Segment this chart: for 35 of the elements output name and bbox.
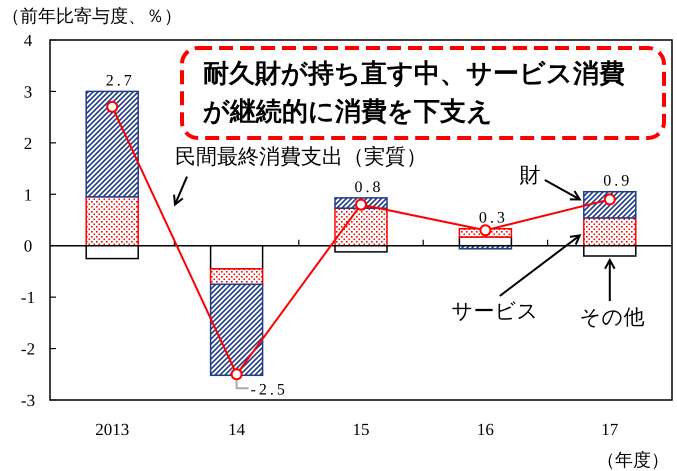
x-tick-label: 2013	[95, 420, 130, 439]
bar	[210, 268, 264, 286]
annotation: 耐久財が持ち直す中、サービス消費が継続的に消費を下支え	[203, 58, 626, 129]
bar	[85, 90, 139, 198]
point	[355, 198, 367, 211]
x-axis-title: （年度）	[597, 450, 669, 470]
legend-label: その他	[579, 305, 644, 329]
point	[604, 193, 616, 206]
text: サービス	[451, 299, 538, 323]
x-tick-label: 16	[476, 420, 494, 439]
data-label: -2.5	[250, 381, 288, 398]
x-tick-label: 14	[228, 420, 246, 439]
point	[230, 368, 243, 380]
bar	[583, 217, 637, 246]
point	[479, 224, 492, 236]
data-label: 0.3	[478, 210, 508, 227]
y-tick-label: -1	[20, 288, 36, 308]
y-tick-label: 3	[24, 82, 32, 102]
y-tick-label: 4	[24, 31, 33, 50]
bar	[210, 284, 264, 376]
y-tick-label: -3	[20, 391, 36, 410]
series-label: 民間最終消費支出（実質）	[175, 144, 427, 168]
y-tick-label: -2	[20, 340, 36, 359]
y-tick-label: 2	[24, 134, 32, 153]
data-label: 0.8	[354, 178, 384, 196]
bar	[85, 196, 139, 246]
point	[106, 100, 118, 113]
data-label: 0.9	[603, 172, 632, 190]
y-axis-title: （前年比寄与度、％）	[2, 6, 182, 26]
y-tick-label: 1	[24, 185, 32, 204]
x-tick-label: 15	[352, 420, 370, 439]
data-label: 2.7	[106, 72, 135, 90]
y-tick-label: 0	[24, 236, 32, 256]
x-tick-label: 17	[601, 420, 619, 439]
text: 財	[519, 163, 540, 187]
